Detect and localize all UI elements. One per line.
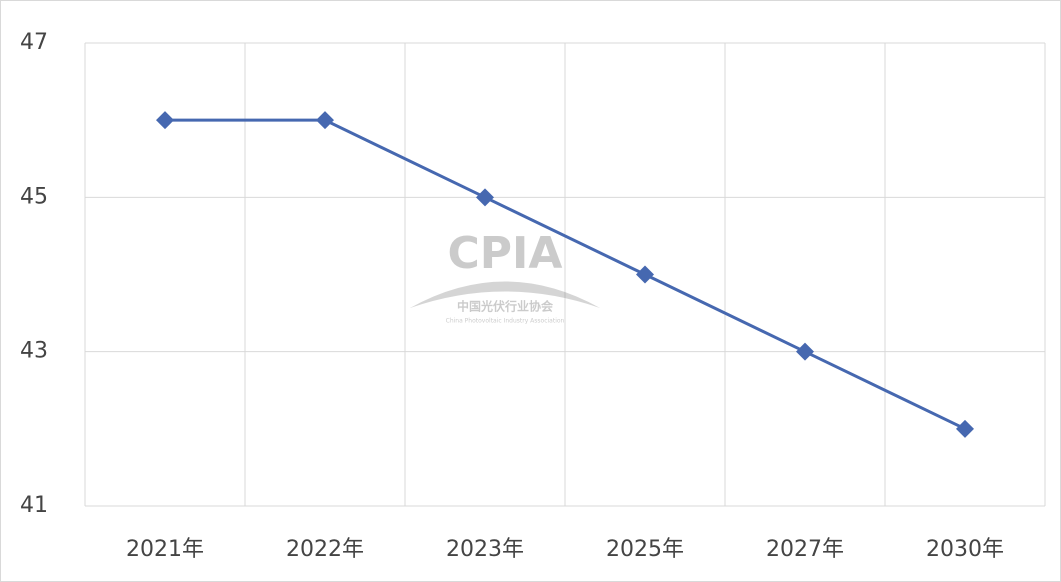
marker [956, 419, 974, 438]
watermark-subtitle: 中国光伏行业协会 [457, 299, 554, 314]
watermark-caption: China Photovoltaic Industry Association [446, 318, 565, 325]
marker [796, 342, 814, 361]
x-tick-label: 2025年 [606, 537, 684, 562]
y-tick-label: 43 [20, 339, 48, 364]
grid [84, 42, 1046, 507]
x-tick-label: 2030年 [926, 537, 1004, 562]
x-tick-label: 2021年 [126, 537, 204, 562]
y-tick-label: 45 [20, 184, 48, 209]
marker [636, 265, 654, 284]
y-tick-label: 47 [20, 30, 48, 55]
watermark-arc [410, 281, 600, 308]
x-tick-label: 2027年 [766, 537, 844, 562]
y-tick-label: 41 [20, 493, 48, 518]
watermark-text: CPIA [448, 228, 563, 279]
line [165, 118, 966, 431]
x-tick-label: 2023年 [446, 537, 524, 562]
marker [156, 111, 174, 130]
marker [476, 188, 494, 207]
marker [316, 111, 334, 130]
x-tick-label: 2022年 [286, 537, 364, 562]
watermark: CPIA 中国光伏行业协会 China Photovoltaic Industr… [410, 228, 600, 325]
